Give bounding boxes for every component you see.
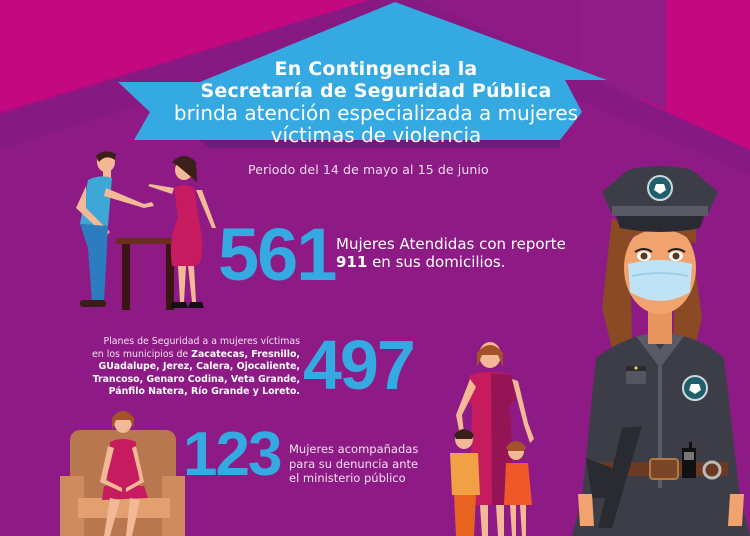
title-line-4: víctimas de violencia: [270, 123, 482, 147]
stat-497-line2: en los municipios de Zacatecas, Fresnill…: [50, 349, 300, 362]
title-line-1: En Contingencia la: [274, 58, 478, 80]
stat-123-line1: Mujeres acompañadas: [289, 442, 419, 456]
stat-561-line2-rest: en sus domicilios.: [367, 253, 506, 271]
stat-497-line5: Pánfilo Natera, Río Grande y Loreto.: [50, 386, 300, 399]
stat-123-line2: para su denuncia ante: [289, 456, 419, 471]
stat-561-911-bold: 911: [336, 253, 368, 271]
police-officer-with-mask-illustration: [572, 166, 750, 536]
stat-561-line2: 911 en sus domicilios.: [336, 253, 566, 271]
stat-number-561: 561: [218, 213, 337, 296]
title-line-2: Secretaría de Seguridad Pública: [200, 80, 552, 102]
stat-number-497: 497: [303, 326, 416, 404]
stat-497-line1: Planes de Seguridad a a mujeres víctimas: [103, 336, 301, 347]
woman-in-armchair-illustration: [60, 411, 185, 536]
stat-561-line1: Mujeres Atendidas con reporte: [336, 235, 566, 253]
title-block: En Contingencia la Secretaría de Segurid…: [118, 58, 634, 146]
stat-497-line3-bold: GUadalupe, Jerez, Calera, Ojocaliente,: [98, 361, 301, 372]
stat-497-line3: GUadalupe, Jerez, Calera, Ojocaliente,: [50, 361, 301, 374]
couple-arguing-illustration: [76, 151, 216, 310]
stat-number-123: 123: [183, 420, 282, 489]
period-label: Periodo del 14 de mayo al 15 de junio: [248, 162, 489, 177]
stat-497-line4-bold: Trancoso, Genaro Codina, Veta Grande,: [92, 373, 300, 385]
stat-497-line5-bold: Pánfilo Natera, Río Grande y Loreto.: [108, 386, 300, 397]
title-line-3: brinda atención especializada a mujeres: [173, 101, 579, 125]
stat-123-line3: el ministerio público: [289, 471, 406, 485]
stat-497-line2-bold: Zacatecas, Fresnillo,: [191, 348, 300, 360]
stat-description-497: Planes de Seguridad a a mujeres víctimas…: [50, 336, 300, 399]
mother-with-children-illustration: [450, 342, 534, 536]
stat-497-line4: Trancoso, Genaro Codina, Veta Grande,: [50, 374, 300, 387]
stat-497-line2-intro: en los municipios de: [92, 348, 192, 360]
stat-description-561: Mujeres Atendidas con reporte 911 en sus…: [336, 235, 566, 271]
stat-description-123: Mujeres acompañadas para su denuncia ant…: [289, 442, 418, 486]
